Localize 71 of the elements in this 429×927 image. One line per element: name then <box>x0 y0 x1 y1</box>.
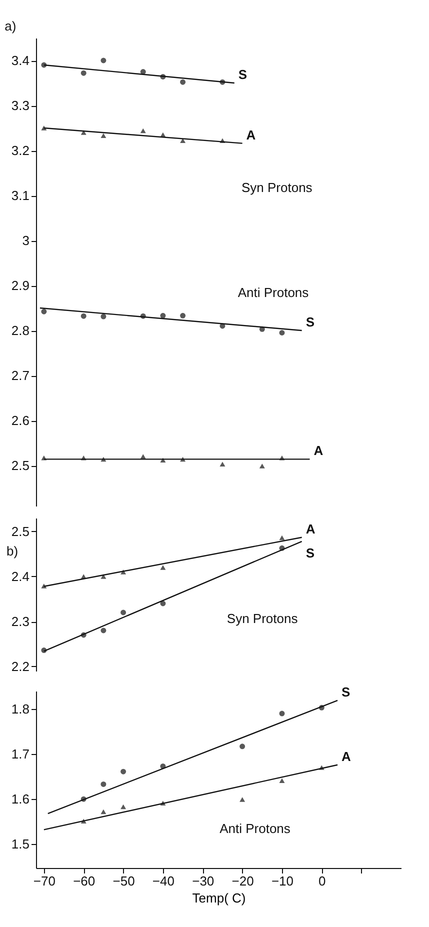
point <box>41 308 47 314</box>
x-tick-label: −70 <box>33 874 56 888</box>
y-tick-label: 3.2 <box>11 143 30 158</box>
point <box>41 126 47 130</box>
point <box>100 574 106 579</box>
x-tick-label: −20 <box>232 874 254 888</box>
point <box>240 744 246 750</box>
series-label: A <box>246 127 256 142</box>
point <box>180 312 186 318</box>
y-tick-label: 2.7 <box>11 368 30 383</box>
series-label: S <box>306 314 315 330</box>
point <box>41 584 47 588</box>
point <box>279 710 285 716</box>
y-tick-label: 2.5 <box>11 524 30 539</box>
annotation: Syn Protons <box>226 610 298 626</box>
x-tick-label: −10 <box>271 874 294 888</box>
point <box>140 128 146 134</box>
point <box>180 79 186 85</box>
series-label: A <box>342 748 352 764</box>
point <box>259 464 265 468</box>
annotation: Anti Protons <box>220 821 291 836</box>
y-tick-label: 2.6 <box>11 413 30 428</box>
point <box>120 804 126 810</box>
point <box>220 462 226 467</box>
y-tick-label: 2.4 <box>11 569 30 584</box>
point <box>80 70 86 76</box>
y-tick-label: 2.9 <box>11 278 30 293</box>
y-tick-label: 1.6 <box>11 792 30 807</box>
point <box>80 313 86 319</box>
text: b) <box>6 544 18 559</box>
point <box>120 768 126 774</box>
x-tick-label: 0 <box>318 874 326 888</box>
y-tick-label: 2.3 <box>11 614 30 629</box>
point <box>100 809 106 814</box>
point <box>160 312 166 318</box>
series-label: S <box>342 684 351 700</box>
x-axis-title: Temp( C) <box>192 890 246 906</box>
point <box>279 535 285 540</box>
series-label: S <box>306 545 315 560</box>
point <box>160 565 166 570</box>
y-tick-label: 3.4 <box>11 53 30 68</box>
y-tick-label: 1.7 <box>11 746 30 762</box>
point <box>120 610 126 616</box>
series-label: A <box>306 521 316 536</box>
point <box>140 69 146 74</box>
y-tick-label: 2.2 <box>11 659 30 674</box>
y-tick-label: 3.3 <box>11 98 30 113</box>
x-tick-label: −30 <box>192 874 214 888</box>
point <box>100 628 106 634</box>
point <box>100 58 106 64</box>
point <box>100 781 106 787</box>
text: a) <box>4 18 16 34</box>
annotation: Syn Protons <box>241 180 313 195</box>
x-tick-label: −50 <box>112 874 135 888</box>
point <box>100 314 106 320</box>
point <box>279 778 285 783</box>
annotation: Anti Protons <box>238 285 310 300</box>
point <box>240 797 246 802</box>
x-tick-label: −60 <box>73 874 96 888</box>
point <box>279 330 285 336</box>
point <box>80 130 86 135</box>
y-tick-label: 2.5 <box>11 458 30 473</box>
y-tick-label: 1.5 <box>11 836 30 852</box>
y-tick-label: 3 <box>22 233 30 248</box>
y-tick-label: 2.8 <box>11 323 30 338</box>
point <box>100 133 106 138</box>
series-label: S <box>238 67 248 82</box>
y-tick-label: 1.8 <box>11 702 30 717</box>
x-tick-label: −40 <box>152 874 174 888</box>
series-label: A <box>314 443 324 458</box>
y-tick-label: 3.1 <box>11 188 30 203</box>
